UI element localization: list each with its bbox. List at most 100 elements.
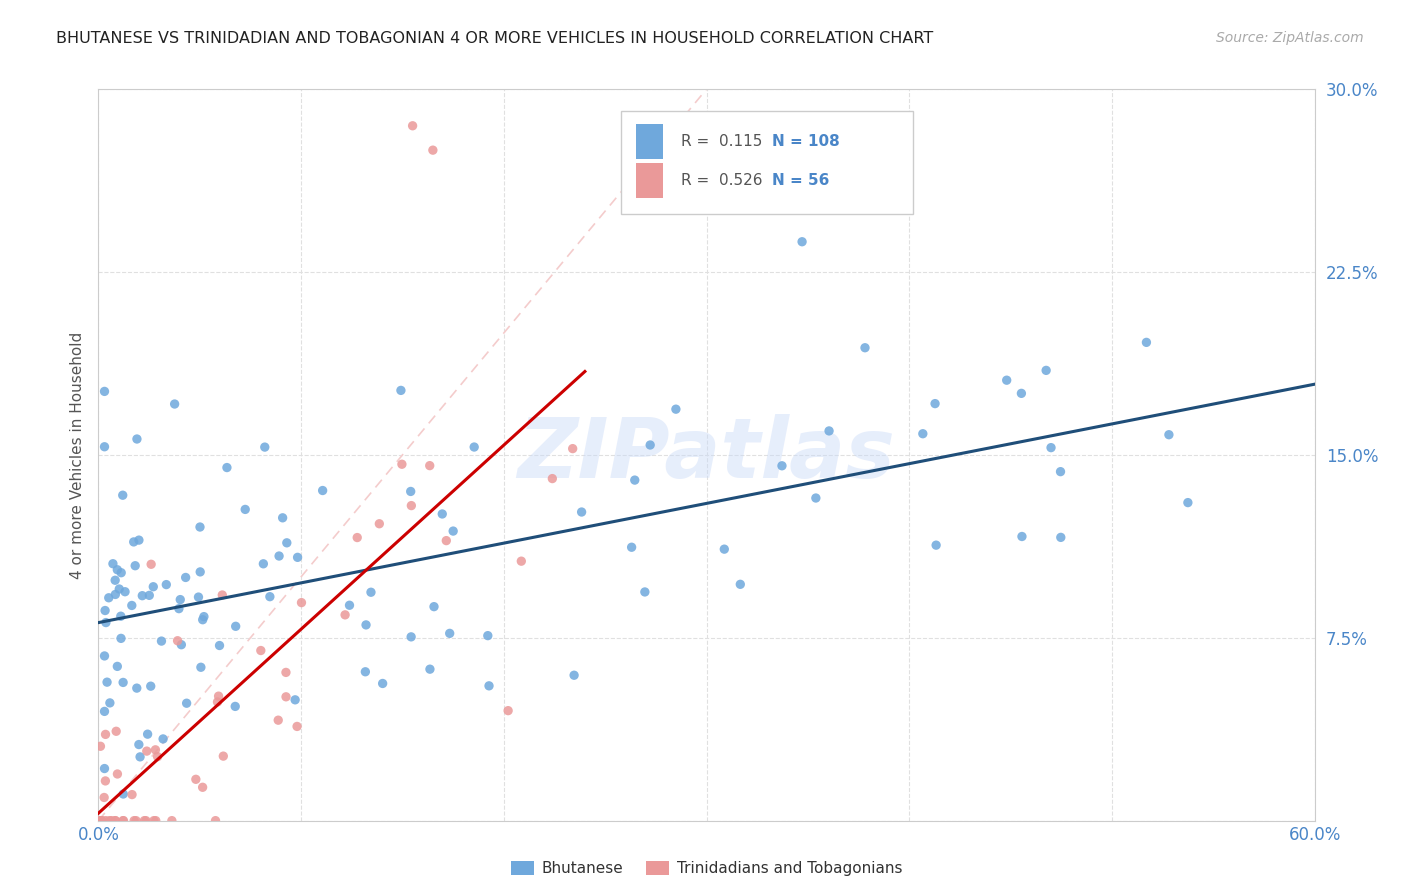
Point <box>346 531 368 545</box>
Point <box>399 484 422 499</box>
Point <box>167 601 190 615</box>
Point <box>176 696 198 710</box>
Point <box>368 516 391 531</box>
Point <box>163 397 186 411</box>
Point <box>125 814 148 828</box>
Point <box>818 424 841 438</box>
Point <box>463 440 485 454</box>
Point <box>146 749 169 764</box>
Text: N = 108: N = 108 <box>772 135 839 149</box>
Point <box>267 713 290 727</box>
Point <box>339 599 361 613</box>
Point <box>142 814 165 828</box>
Text: R =  0.526: R = 0.526 <box>681 173 762 188</box>
Point <box>169 592 191 607</box>
Point <box>100 814 122 828</box>
Point <box>111 814 134 828</box>
Point <box>422 143 444 157</box>
Point <box>90 814 112 828</box>
Point <box>1135 335 1157 350</box>
Point <box>110 566 132 580</box>
Point <box>441 524 464 538</box>
Bar <box>636 163 662 198</box>
Point <box>562 668 585 682</box>
Point <box>150 634 173 648</box>
Point <box>354 665 377 679</box>
Point <box>419 662 441 676</box>
Point <box>620 541 643 555</box>
Point <box>204 814 226 828</box>
Point <box>496 704 519 718</box>
Text: BHUTANESE VS TRINIDADIAN AND TOBAGONIAN 4 OR MORE VEHICLES IN HOUSEHOLD CORRELAT: BHUTANESE VS TRINIDADIAN AND TOBAGONIAN … <box>56 31 934 46</box>
Point <box>477 629 499 643</box>
Point <box>94 773 117 788</box>
Point <box>274 690 297 704</box>
Point <box>160 814 183 828</box>
Point <box>134 814 156 828</box>
Point <box>212 749 235 764</box>
Point <box>790 235 813 249</box>
Point <box>333 607 356 622</box>
Point <box>252 557 274 571</box>
Point <box>995 373 1018 387</box>
Point <box>713 542 735 557</box>
Point <box>250 643 273 657</box>
Point <box>104 814 127 828</box>
Point <box>93 762 115 776</box>
Point <box>207 689 229 703</box>
Point <box>253 440 276 454</box>
Point <box>311 483 333 498</box>
Point <box>561 442 583 456</box>
Point <box>152 731 174 746</box>
Point <box>399 630 422 644</box>
Point <box>104 587 127 601</box>
Point <box>174 570 197 584</box>
Point <box>225 619 247 633</box>
Point <box>1157 427 1180 442</box>
Point <box>112 814 135 828</box>
Bar <box>636 124 662 160</box>
Point <box>98 814 121 828</box>
Point <box>93 790 115 805</box>
Point <box>434 533 457 548</box>
Point <box>215 460 238 475</box>
Point <box>142 580 165 594</box>
Point <box>423 599 446 614</box>
Point <box>770 458 793 473</box>
Point <box>1010 386 1032 401</box>
Point <box>1040 441 1063 455</box>
Point <box>1177 495 1199 509</box>
Point <box>141 558 163 572</box>
Point <box>108 582 131 596</box>
Point <box>638 438 661 452</box>
Point <box>541 472 564 486</box>
Point <box>122 814 145 828</box>
Point <box>111 488 134 502</box>
Point <box>107 767 129 781</box>
Point <box>1049 530 1071 544</box>
Point <box>391 457 413 471</box>
Point <box>665 402 688 417</box>
Point <box>571 505 593 519</box>
Point <box>853 341 876 355</box>
Point <box>114 584 136 599</box>
Point <box>104 814 127 828</box>
Point <box>401 499 423 513</box>
Point <box>131 589 153 603</box>
Point <box>911 426 934 441</box>
Point <box>274 665 297 680</box>
Point <box>510 554 533 568</box>
Point <box>284 693 307 707</box>
Point <box>634 585 657 599</box>
Point <box>188 565 211 579</box>
Point <box>233 502 256 516</box>
Point <box>139 679 162 693</box>
Point <box>104 574 127 588</box>
Point <box>191 613 214 627</box>
FancyBboxPatch shape <box>621 112 914 213</box>
Point <box>128 738 150 752</box>
Point <box>124 558 146 573</box>
Point <box>389 384 412 398</box>
Point <box>93 648 115 663</box>
Point <box>93 440 115 454</box>
